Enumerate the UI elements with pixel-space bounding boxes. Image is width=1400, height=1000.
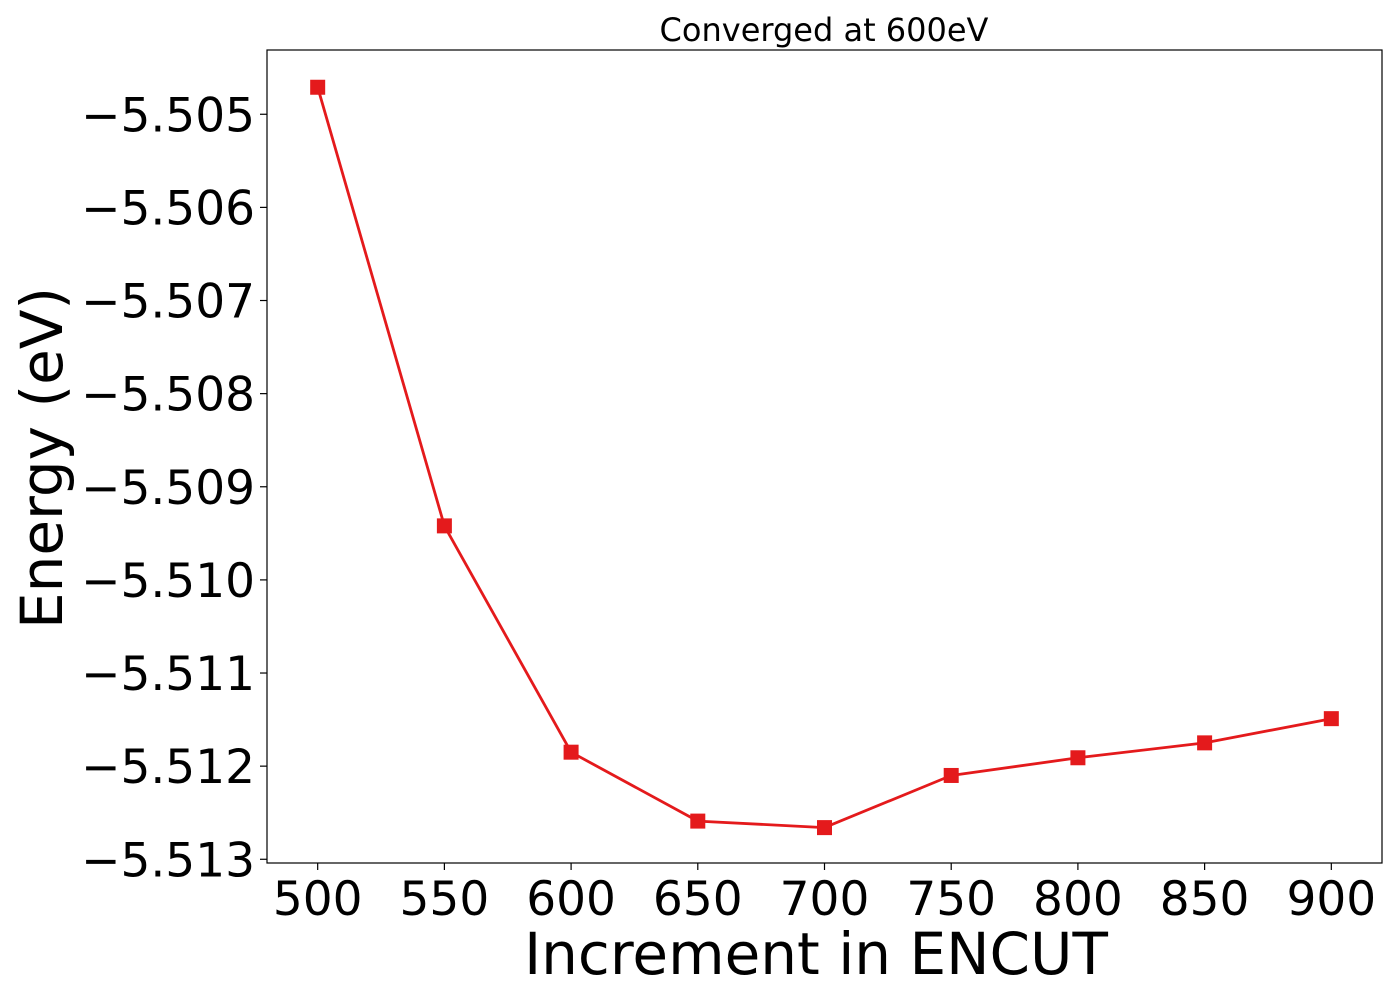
data-point-marker <box>1323 711 1339 727</box>
y-axis-label: Energy (eV) <box>8 287 76 629</box>
x-tick-label: 800 <box>1033 872 1123 927</box>
x-tick-label: 500 <box>273 872 363 927</box>
chart-title: Converged at 600eV <box>660 11 989 49</box>
x-tick-label: 700 <box>780 872 870 927</box>
y-tick-label: −5.512 <box>81 740 255 795</box>
data-point-marker <box>1197 735 1213 751</box>
y-tick-label: −5.509 <box>81 461 255 516</box>
series-line <box>316 86 1332 829</box>
x-tick-label: 550 <box>400 872 490 927</box>
y-tick-label: −5.508 <box>81 368 255 423</box>
x-tick-label: 650 <box>653 872 743 927</box>
data-point-marker <box>1070 750 1086 766</box>
data-point-marker <box>563 744 579 760</box>
y-tick-label: −5.510 <box>81 554 255 609</box>
y-tick-label: −5.506 <box>81 181 255 236</box>
x-tick-label: 900 <box>1286 872 1376 927</box>
y-tick-label: −5.505 <box>81 88 255 143</box>
x-tick-label: 600 <box>526 872 616 927</box>
y-tick-label: −5.507 <box>81 275 255 330</box>
data-point-marker <box>817 820 832 836</box>
data-point-marker <box>690 813 706 829</box>
x-axis-label: Increment in ENCUT <box>524 920 1108 988</box>
series-layer <box>310 79 1339 836</box>
data-point-marker <box>436 518 452 534</box>
y-axis-ticks: −5.505 −5.506 −5.507 −5.508 −5.509 −5.510 −5.5… <box>81 88 267 888</box>
y-tick-label: −5.511 <box>81 647 255 702</box>
x-tick-label: 750 <box>906 872 996 927</box>
data-point-marker <box>943 767 959 783</box>
x-tick-label: 850 <box>1160 872 1250 927</box>
data-point-marker <box>310 79 326 95</box>
x-axis-ticks: 500 550 600 650 700 750 800 850 900 <box>273 863 1376 927</box>
y-tick-label: −5.513 <box>81 833 255 888</box>
